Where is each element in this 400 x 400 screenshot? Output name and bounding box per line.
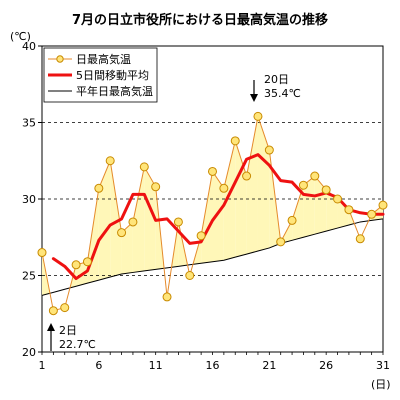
daily-point (82, 257, 92, 267)
daily-point (253, 111, 263, 121)
annotation-min-value: 22.7℃ (59, 338, 96, 351)
fill-layer (42, 116, 383, 296)
x-tick-label: 26 (319, 359, 333, 372)
daily-point (367, 209, 377, 219)
x-tick-label: 21 (262, 359, 276, 372)
daily-points-layer (37, 111, 388, 316)
daily-point (185, 271, 195, 280)
daily-point (173, 217, 183, 227)
annotation-min: 2日 22.7℃ (47, 323, 96, 351)
daily-point (287, 215, 297, 225)
normal-series-line (41, 218, 384, 296)
fill-segment (110, 160, 122, 278)
daily-point (310, 171, 320, 181)
annotation-min-day: 2日 (59, 324, 77, 337)
fill-segment (303, 176, 315, 238)
annotation-min-arrowhead (47, 323, 55, 331)
daily-point (139, 162, 149, 172)
daily-point (321, 185, 331, 195)
annotation-max-arrowhead (250, 94, 258, 102)
legend-daily-label: 日最高気温 (76, 52, 131, 66)
fill-segment (257, 116, 270, 252)
x-tick-label: 1 (39, 359, 46, 372)
daily-point (344, 205, 354, 215)
daily-point (230, 136, 240, 146)
y-tick-label: 40 (22, 40, 36, 53)
fill-segment (98, 160, 111, 281)
x-axis-unit: (日) (371, 378, 391, 391)
fill-segment (144, 166, 156, 271)
legend-avg-label: 5日間移動平均 (76, 68, 149, 82)
daily-point (37, 248, 47, 258)
legend-normal-label: 平年日最高気温 (76, 84, 153, 98)
fill-segment (212, 171, 224, 262)
y-tick-label: 30 (22, 193, 36, 206)
fill-segment (337, 199, 349, 229)
daily-point (298, 180, 308, 190)
fill-segment (201, 171, 213, 264)
annotation-max: 20日 35.4℃ (250, 73, 301, 102)
daily-point (378, 200, 388, 210)
grid-layer (42, 122, 383, 276)
daily-point (264, 145, 274, 155)
y-axis-unit: (℃) (10, 30, 31, 43)
legend: 日最高気温 5日間移動平均 平年日最高気温 (43, 47, 158, 103)
annotation-max-value: 35.4℃ (264, 87, 301, 100)
daily-point (219, 183, 229, 193)
daily-point (94, 183, 104, 193)
daily-point (196, 231, 206, 241)
daily-point (276, 237, 286, 247)
daily-point (60, 303, 70, 313)
daily-point (71, 260, 81, 270)
x-tick-label: 6 (95, 359, 102, 372)
daily-point (208, 166, 217, 176)
y-tick-label: 25 (22, 270, 36, 283)
daily-point (48, 306, 58, 316)
fill-segment (223, 140, 236, 261)
legend-daily-marker (56, 55, 64, 63)
daily-point (333, 194, 343, 204)
x-tick-label: 11 (149, 359, 163, 372)
fill-segment (246, 116, 258, 255)
daily-point (117, 228, 127, 238)
annotation-max-day: 20日 (264, 73, 289, 86)
daily-point (128, 217, 138, 227)
daily-point (105, 156, 115, 166)
x-tick-label: 16 (206, 359, 220, 372)
y-tick-label: 20 (22, 346, 36, 359)
fill-segment (314, 176, 327, 235)
daily-point (162, 292, 172, 302)
daily-point (151, 182, 161, 192)
x-tick-label: 31 (376, 359, 390, 372)
chart-title: 7月の日立市役所における日最高気温の推移 (72, 12, 328, 28)
daily-point (242, 171, 252, 181)
daily-point (355, 234, 365, 244)
y-tick-label: 35 (22, 117, 36, 130)
normal-line-layer (41, 218, 384, 296)
